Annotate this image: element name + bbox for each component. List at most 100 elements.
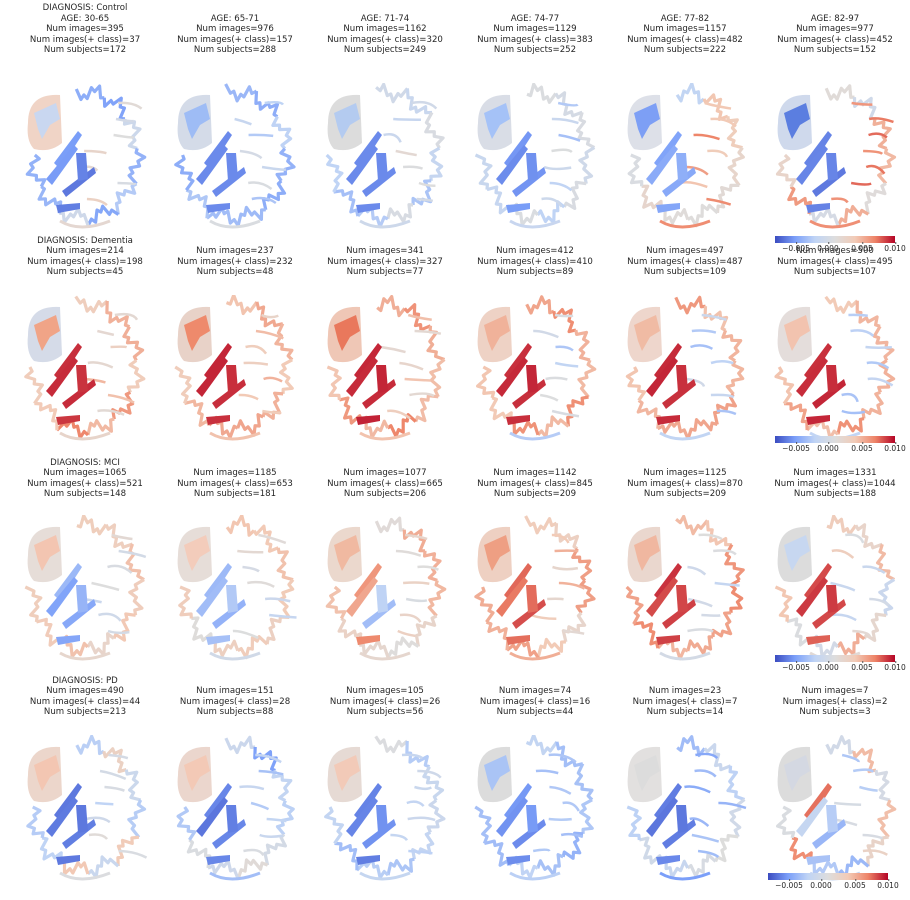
panel-title-line: Num images(+ class)=482 [627, 34, 743, 45]
cortex-segment [102, 96, 126, 121]
gyrus-segment [714, 581, 740, 587]
cortex-segment [625, 366, 647, 402]
cortex-segment [277, 578, 295, 619]
gyrus-segment [852, 768, 875, 773]
colorbar-tick-label: 0.005 [844, 879, 866, 890]
cortex-segment [686, 853, 717, 878]
cortex-segment [24, 585, 43, 623]
brain-slice-map [476, 295, 597, 441]
brain-slice [324, 735, 446, 881]
cortex-segment [852, 747, 877, 774]
colorbar-tick-label: 0.010 [884, 442, 906, 453]
deep-structure [54, 783, 82, 821]
cortex-segment [24, 366, 44, 405]
panel-title-line: Num subjects=288 [193, 45, 277, 56]
deep-structure [676, 805, 688, 833]
cortex-segment [422, 766, 445, 802]
cortex-segment [576, 111, 596, 149]
cortex-segment [405, 88, 433, 115]
gyrus-segment [834, 801, 862, 807]
gyrus-segment [541, 197, 563, 208]
gyrus-segment [851, 101, 873, 106]
deep-structure [354, 343, 382, 381]
cortex-segment [255, 301, 284, 328]
deep-structure [196, 577, 228, 617]
gyrus-segment [239, 785, 265, 791]
cortex-segment [725, 359, 745, 396]
cortex-segment [271, 115, 293, 150]
panel-title-line: Num subjects=148 [43, 489, 127, 500]
panel-title-line: Num images=395 [46, 24, 124, 35]
brain-slice-map [474, 515, 596, 661]
brain-slice-map [627, 83, 745, 229]
brain-slice [774, 295, 896, 441]
gyrus-segment [232, 629, 259, 640]
gyrus-segment [535, 769, 559, 775]
cortex-segment [122, 325, 145, 362]
panel-r3-c5: Num images=7 Num images(+ class)=2 Num sub… [760, 675, 910, 895]
cortex-segment [39, 836, 63, 862]
gyrus-segment [551, 409, 580, 418]
panel-title: AGE: 74-77 Num images=1129 Num images(+ cl… [460, 14, 610, 56]
ventricle-region [634, 103, 660, 139]
gyrus-segment [549, 785, 572, 795]
cortex-segment [174, 154, 195, 192]
deep-structure [376, 585, 388, 613]
gyrus-segment [558, 581, 586, 590]
cortex-segment [711, 611, 733, 638]
cortex-segment [727, 146, 745, 187]
gyrus-segment [848, 313, 868, 317]
panel-title-line: Num images(+ class)=28 [179, 696, 291, 707]
cortex-segment [776, 805, 796, 839]
deep-structure [646, 797, 678, 837]
brain-slice [625, 295, 745, 441]
colorbar-tick-label: 0.010 [884, 242, 906, 253]
brain-slice-map [776, 735, 897, 881]
brain-slice-map [324, 735, 446, 881]
brain-slice [26, 735, 148, 881]
panel-r2-c2: Num images=1077 Num images(+ class)=665 Nu… [310, 457, 460, 677]
gyrus-segment [710, 117, 737, 128]
cortex-segment [275, 799, 295, 836]
cortex-segment [864, 182, 887, 215]
deep-structure [526, 365, 538, 393]
cortex-segment [526, 83, 558, 104]
deep-structure [56, 203, 80, 213]
panel-title-line: DIAGNOSIS: Dementia [37, 235, 133, 246]
gyrus-segment [558, 133, 581, 142]
deep-structure [346, 577, 378, 617]
panel-title-line: Num images(+ class)=845 [477, 478, 593, 489]
gyrus-segment [417, 769, 442, 779]
deep-structure [56, 855, 80, 865]
panel-title-line: Num images=214 [46, 246, 124, 257]
gyrus-segment [95, 801, 114, 806]
ventricle-region [484, 103, 510, 139]
deep-structure [676, 153, 688, 181]
cortex-segment [429, 358, 446, 398]
brain-slice [325, 83, 445, 229]
panel-title: Num images=1185 Num images(+ class)=653 Nu… [160, 468, 310, 500]
gyrus-segment [84, 149, 107, 155]
gyrus-segment [831, 613, 857, 622]
cortex-segment [626, 805, 642, 841]
ventricle-region [34, 103, 60, 139]
cortex-segment [726, 765, 746, 802]
deep-structure [204, 343, 232, 381]
panel-r2-c1: Num images=1185 Num images(+ class)=653 Nu… [160, 457, 310, 677]
panel-title-line: Num images=977 [796, 24, 874, 35]
gyrus-segment [869, 597, 890, 607]
deep-structure [354, 131, 382, 169]
temporal-segment [209, 219, 261, 229]
cortex-segment [86, 417, 115, 436]
cortex-segment [74, 84, 105, 102]
ventricle-region [784, 103, 810, 139]
panel-title-line: DIAGNOSIS: Control [42, 3, 128, 13]
panel-r2-c3: Num images=1142 Num images(+ class)=845 Nu… [460, 457, 610, 677]
brain-slice-map [25, 84, 147, 229]
ventricle-region [184, 103, 210, 139]
deep-structure [654, 563, 682, 601]
cortex-segment [877, 148, 897, 185]
ventricle-region [34, 755, 60, 791]
deep-structure [54, 343, 82, 381]
gyrus-segment [250, 801, 270, 811]
